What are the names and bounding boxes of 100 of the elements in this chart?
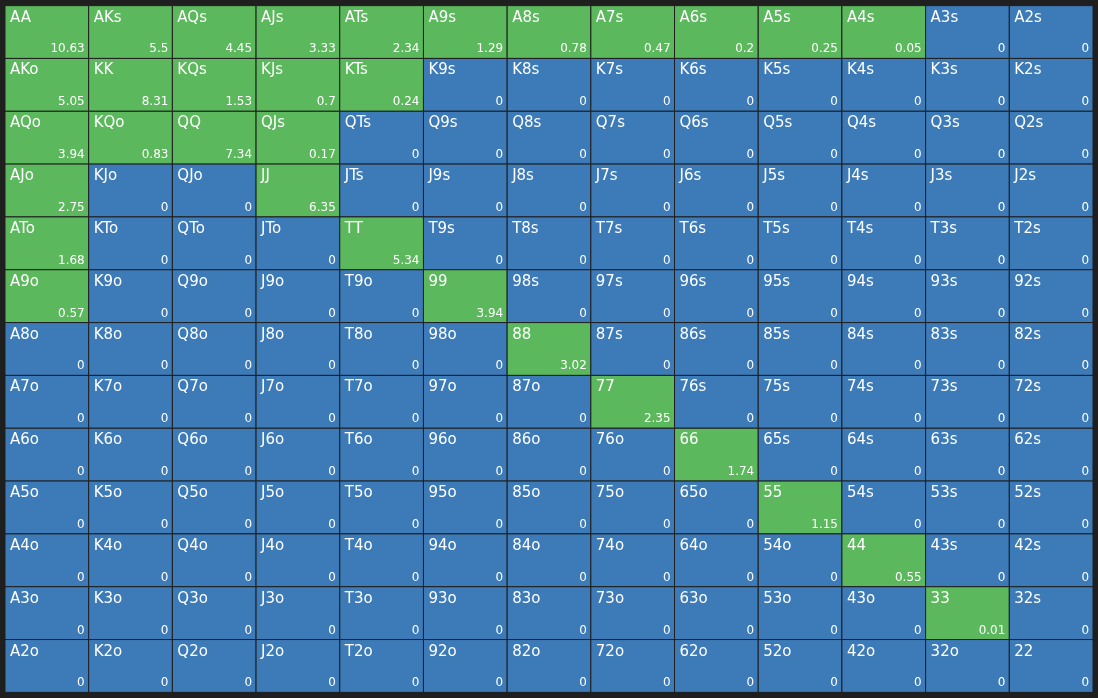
data-label: 0 [328, 358, 336, 373]
data-label: 0 [997, 675, 1006, 690]
data-label: 0 [244, 622, 253, 637]
data-label: 0 [411, 358, 420, 373]
annotation: QJo [177, 166, 203, 185]
annotation: K2o [93, 641, 123, 660]
annotation: J8o [260, 324, 285, 343]
annotation: Q9o [177, 271, 208, 290]
annotation: KJo [93, 166, 118, 185]
data-label: 0 [830, 464, 838, 479]
data-label: 0 [328, 675, 336, 690]
annotation: J4s [845, 166, 869, 185]
data-label: 0 [830, 411, 838, 426]
annotation: K8s [512, 60, 540, 79]
data-label: 0 [495, 675, 504, 690]
annotation: T6s [678, 218, 707, 237]
data-label: 0 [830, 358, 838, 373]
data-label: 0 [495, 411, 504, 426]
annotation: 63o [679, 588, 708, 607]
annotation: J8s [511, 166, 535, 185]
data-label: 0 [579, 94, 587, 109]
annotation: Q6o [177, 430, 208, 449]
data-label: 0 [746, 358, 755, 373]
data-label: 3.02 [560, 358, 587, 373]
data-label: 0 [914, 358, 922, 373]
annotation: A8o [9, 324, 39, 343]
data-label: 0 [746, 411, 755, 426]
annotation: A9o [9, 271, 39, 290]
data-label: 0 [830, 94, 838, 109]
data-label: 3.94 [476, 305, 504, 320]
data-label: 0 [579, 569, 587, 584]
annotation: K8o [93, 324, 123, 343]
annotation: 75s [763, 377, 791, 396]
annotation: A8s [512, 7, 540, 26]
annotation: 62s [1014, 430, 1042, 449]
data-label: 0 [160, 252, 169, 267]
data-label: 0 [411, 464, 420, 479]
annotation: 86o [512, 430, 541, 449]
data-label: 6.35 [309, 199, 336, 214]
annotation: T9o [343, 271, 373, 290]
data-label: 0 [495, 199, 504, 214]
annotation: 42o [846, 641, 876, 660]
annotation: 73o [595, 588, 625, 607]
annotation: A5s [763, 7, 791, 26]
data-label: 0 [914, 516, 922, 531]
annotation: K7s [595, 60, 624, 79]
data-label: 0 [579, 622, 587, 637]
annotation: 53o [763, 588, 792, 607]
data-label: 0 [1081, 199, 1090, 214]
data-label: 0 [746, 516, 755, 531]
data-label: 0 [662, 94, 671, 109]
annotation: 63s [930, 430, 958, 449]
data-label: 0 [997, 464, 1006, 479]
annotation: QTs [344, 113, 372, 132]
data-label: 0 [1081, 675, 1090, 690]
data-label: 0 [160, 464, 169, 479]
data-label: 0 [746, 305, 755, 320]
annotation: QQ [177, 113, 201, 132]
data-label: 5.5 [149, 41, 169, 56]
data-label: 0 [662, 305, 671, 320]
data-label: 0 [997, 516, 1006, 531]
annotation: 96s [679, 271, 707, 290]
annotation: 73s [930, 377, 958, 396]
data-label: 0 [830, 147, 838, 162]
data-label: 0 [160, 569, 169, 584]
data-label: 1.29 [476, 41, 504, 56]
annotation: 74s [846, 377, 874, 396]
data-label: 0 [160, 622, 169, 637]
annotation: ATo [9, 218, 35, 237]
data-label: 0 [746, 94, 755, 109]
annotation: KQo [93, 113, 125, 132]
data-label: 0 [579, 147, 587, 162]
annotation: T2o [343, 641, 373, 660]
annotation: K3o [93, 588, 123, 607]
annotation: K4o [93, 535, 123, 554]
annotation: J4o [260, 535, 285, 554]
data-label: 0 [411, 199, 420, 214]
annotation: 72o [595, 641, 625, 660]
annotation: Q6s [679, 113, 709, 132]
data-label: 0 [160, 305, 169, 320]
annotation: JTo [260, 218, 282, 237]
data-label: 1.74 [727, 464, 755, 479]
data-label: 0 [160, 199, 169, 214]
data-label: 0 [997, 147, 1006, 162]
data-label: 0 [411, 411, 420, 426]
data-label: 0 [328, 411, 336, 426]
data-label: 0 [997, 41, 1006, 56]
data-label: 0 [662, 516, 671, 531]
annotation: 32o [930, 641, 959, 660]
annotation: 94o [428, 535, 457, 554]
annotation: K2s [1014, 60, 1042, 79]
annotation: 54o [763, 535, 792, 554]
annotation: T3s [929, 218, 958, 237]
annotation: 76s [679, 377, 707, 396]
data-label: 0 [830, 675, 838, 690]
annotation: KJs [261, 60, 284, 79]
annotation: Q9s [428, 113, 458, 132]
annotation: AKs [93, 7, 122, 26]
data-label: 0 [914, 147, 922, 162]
annotation: KTo [93, 218, 119, 237]
